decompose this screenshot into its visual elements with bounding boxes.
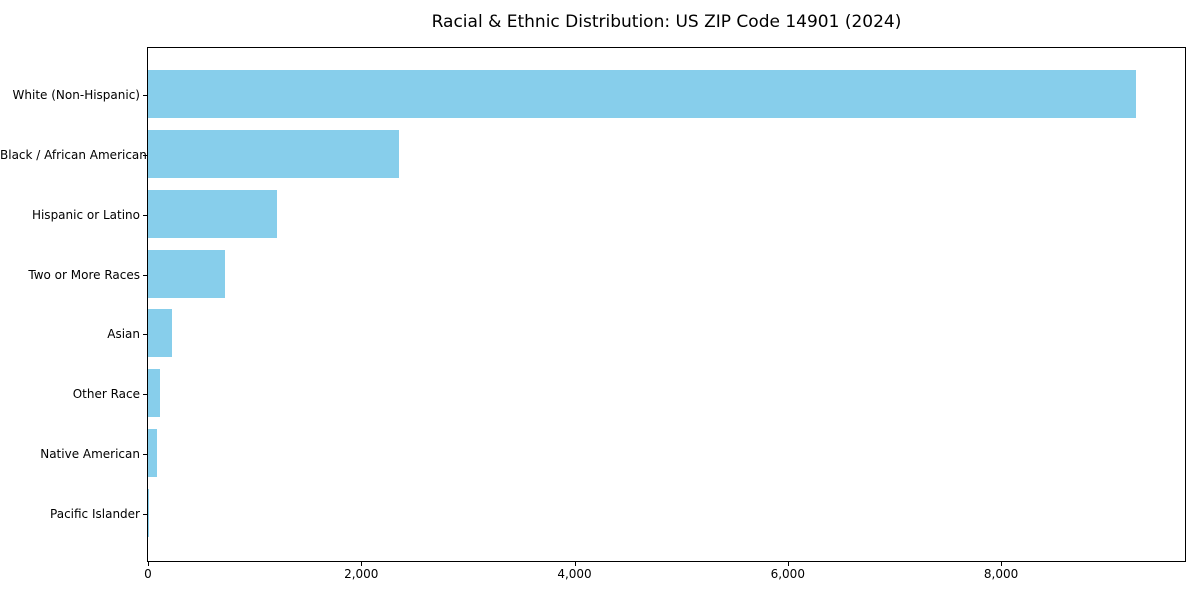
y-tick-mark <box>143 453 147 455</box>
y-tick-label: Pacific Islander <box>50 506 140 521</box>
bar <box>148 249 225 298</box>
plot-area <box>147 47 1186 562</box>
y-tick-mark <box>143 155 147 157</box>
y-tick-mark <box>143 95 147 97</box>
x-tick-mark <box>1001 562 1003 566</box>
x-tick-label: 4,000 <box>557 567 592 581</box>
bar <box>148 309 172 358</box>
x-tick-mark <box>361 562 363 566</box>
bar <box>148 428 158 477</box>
bar <box>148 70 1136 119</box>
bar <box>148 488 149 537</box>
x-tick-label: 0 <box>144 567 152 581</box>
y-tick-mark <box>143 394 147 396</box>
x-tick-label: 8,000 <box>983 567 1019 581</box>
x-tick-label: 2,000 <box>344 567 379 581</box>
y-tick-label: Black / African American <box>0 148 147 163</box>
x-tick-label: 6,000 <box>770 567 805 581</box>
x-tick-mark <box>787 562 789 566</box>
chart-title: Racial & Ethnic Distribution: US ZIP Cod… <box>431 12 902 32</box>
y-tick-mark <box>143 274 147 276</box>
y-tick-label: White (Non-Hispanic) <box>12 88 140 103</box>
y-tick-label: Hispanic or Latino <box>31 207 140 222</box>
x-tick-mark <box>148 562 149 566</box>
y-tick-mark <box>143 513 147 515</box>
y-tick-mark <box>143 214 147 216</box>
x-tick-mark <box>574 562 576 566</box>
bar <box>148 189 278 238</box>
y-tick-label: Native American <box>40 446 140 461</box>
y-tick-label: Asian <box>107 327 140 342</box>
bar <box>148 369 161 418</box>
bar <box>148 130 399 179</box>
y-tick-label: Two or More Races <box>28 267 140 282</box>
y-tick-label: Other Race <box>72 387 140 402</box>
y-tick-mark <box>143 334 147 336</box>
